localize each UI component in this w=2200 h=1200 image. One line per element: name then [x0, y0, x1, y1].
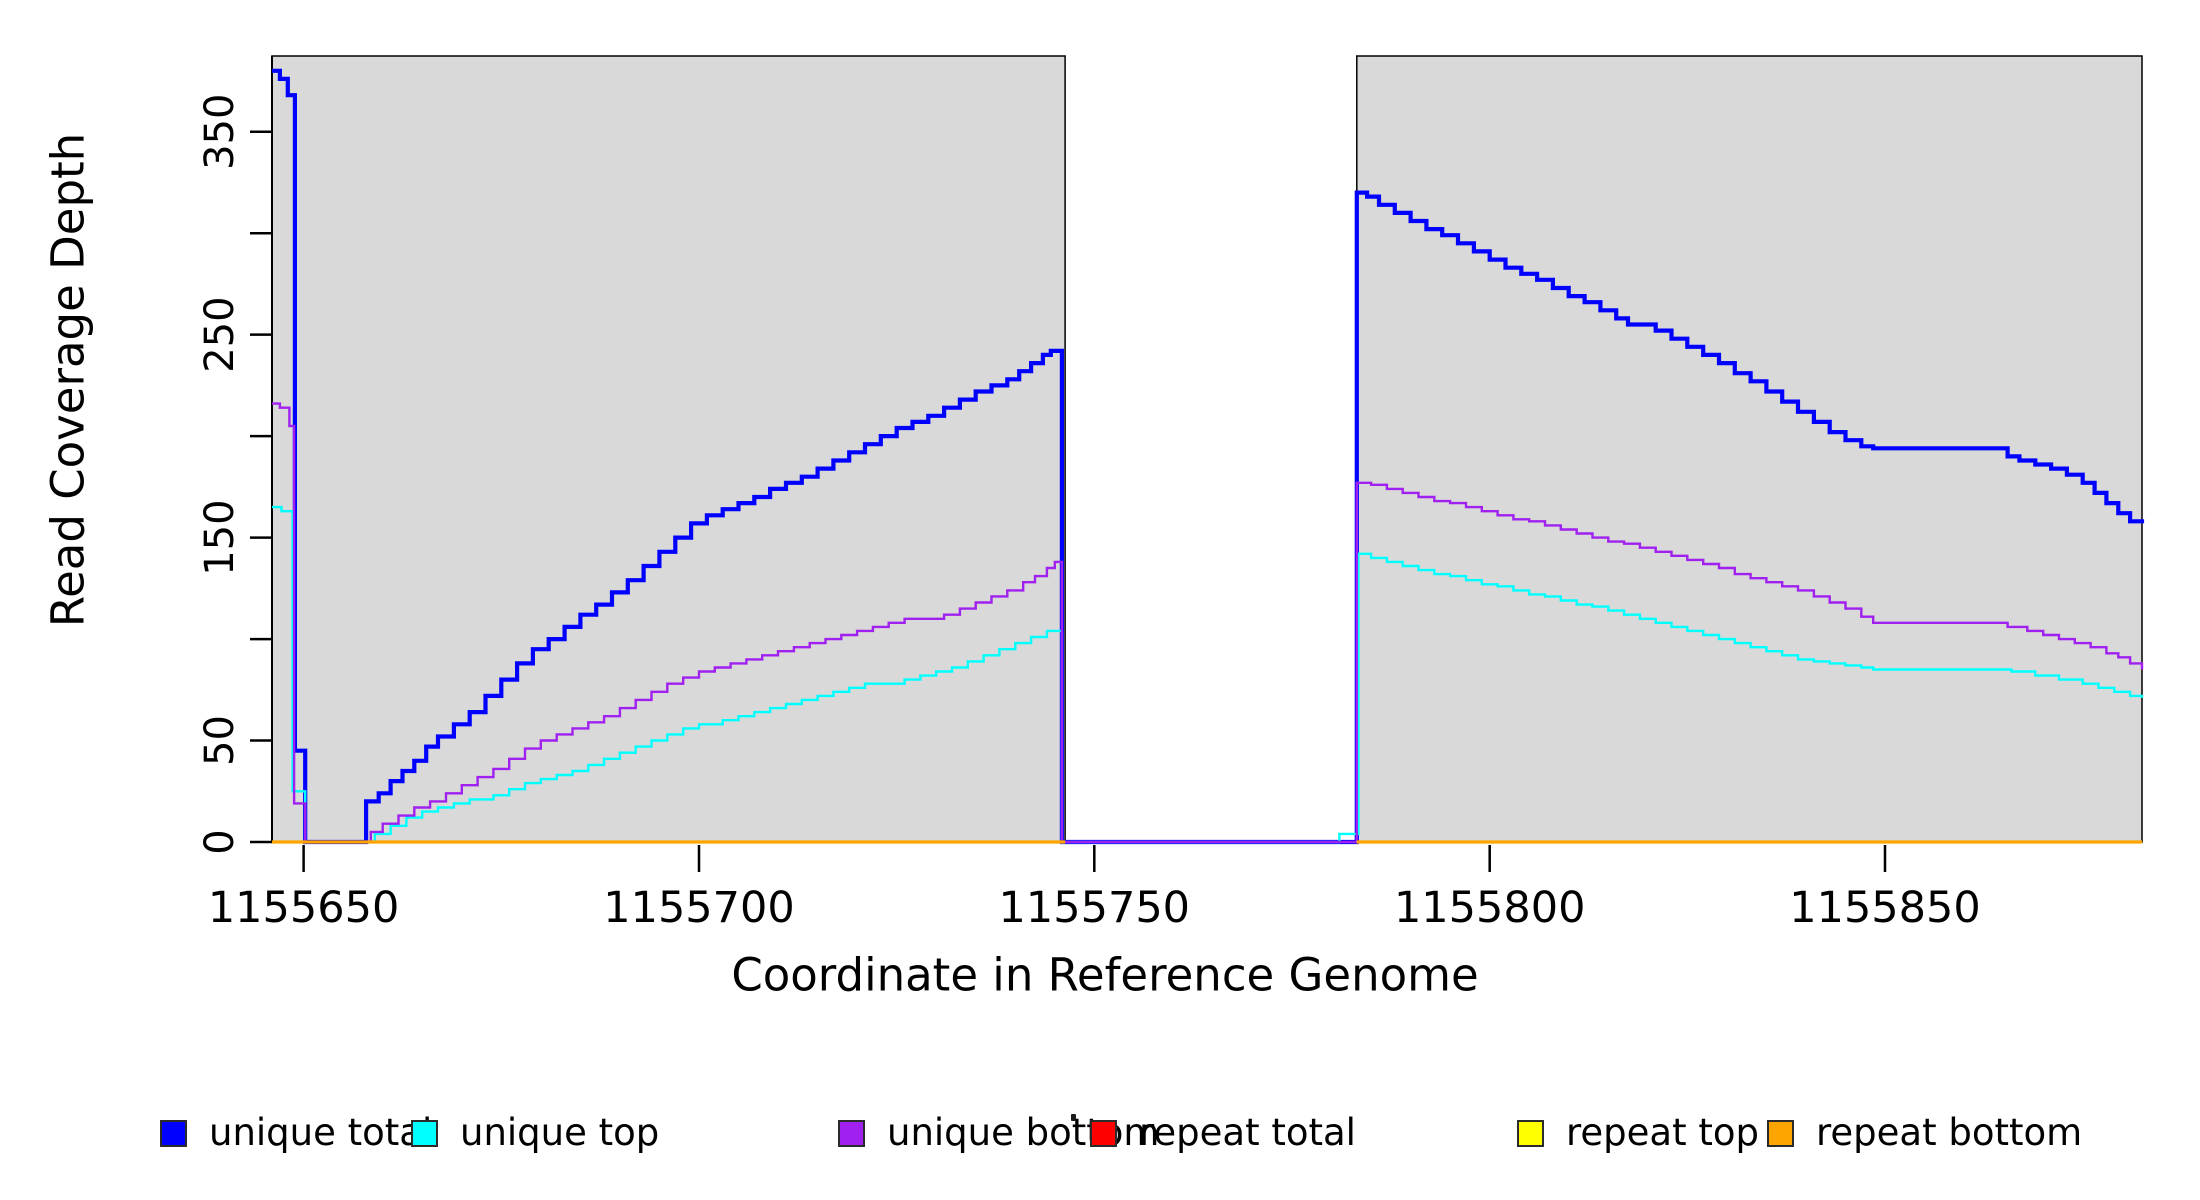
legend-item-repeat-top: repeat top [1517, 1112, 1759, 1154]
x-axis-title: Coordinate in Reference Genome [731, 948, 1479, 1002]
x-tick-label-1155750: 1155750 [999, 883, 1191, 933]
legend-item-unique-total: unique total [160, 1112, 432, 1154]
plot-canvas: 0 50 150 250 350 1155650 1155700 1155750 1155800… [197, 55, 2145, 933]
legend-swatch-repeat-bottom [1767, 1119, 1794, 1147]
legend-item-repeat-total: repeat total [1090, 1112, 1356, 1154]
shaded-region-1 [271, 55, 1066, 843]
legend-swatch-unique-total [160, 1119, 187, 1147]
legend-swatch-repeat-total [1090, 1119, 1117, 1147]
legend-label: repeat top [1566, 1111, 1759, 1154]
series-unique-bottom [272, 402, 2144, 844]
legend-stray-mark [1071, 1114, 1076, 1121]
x-tick-label-1155700: 1155700 [603, 883, 795, 933]
legend-swatch-repeat-top [1517, 1119, 1544, 1147]
legend-label: unique total [209, 1111, 433, 1154]
y-tick-label-0: 0 [197, 829, 243, 854]
legend-item-repeat-bottom: repeat bottom [1767, 1112, 2082, 1154]
y-tick-label-250: 250 [197, 296, 243, 372]
legend-label: unique top [460, 1111, 660, 1154]
legend-swatch-unique-top [411, 1119, 438, 1147]
x-tick-label-1155650: 1155650 [208, 883, 400, 933]
y-tick-label-150: 150 [197, 499, 243, 575]
legend-swatch-unique-bottom [838, 1119, 865, 1147]
x-tick-label-1155800: 1155800 [1394, 883, 1586, 933]
y-tick-label-50: 50 [197, 715, 243, 766]
x-tick-label-1155850: 1155850 [1789, 883, 1981, 933]
legend-item-unique-top: unique top [411, 1112, 659, 1154]
y-axis-title: Read Coverage Depth [41, 132, 95, 628]
series-unique-top [272, 505, 2144, 844]
legend-label: repeat bottom [1816, 1111, 2083, 1154]
shaded-region-2 [1356, 55, 2143, 843]
series-unique-total [272, 68, 2145, 845]
legend-label: repeat total [1139, 1111, 1356, 1154]
y-tick-label-350: 350 [197, 94, 243, 170]
